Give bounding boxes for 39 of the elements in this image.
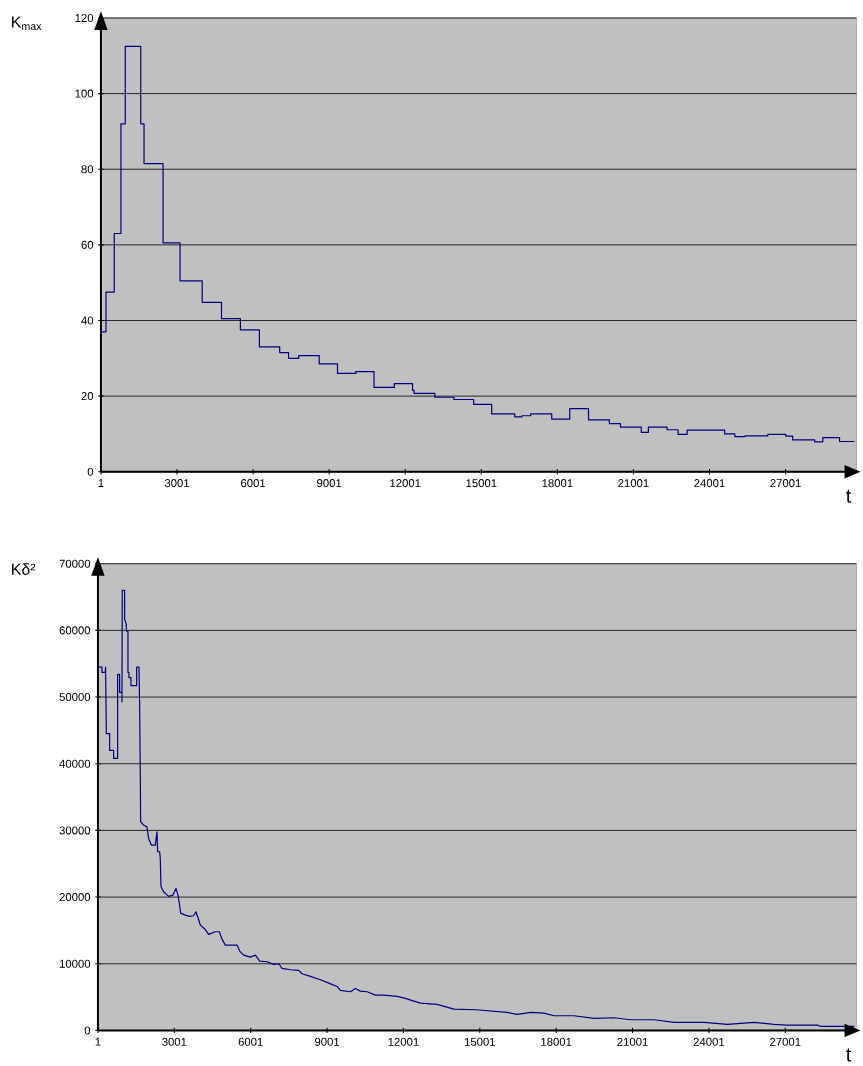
x-tick-label: 24001	[693, 1037, 725, 1046]
y-tick-label: 0	[87, 467, 94, 476]
x-tick-label: 15001	[465, 1037, 496, 1046]
x-tick-label: 24001	[694, 479, 725, 488]
y-tick-label: 30000	[59, 826, 91, 835]
y-tick-label: 60000	[59, 626, 91, 635]
x-axis-title: t	[846, 1048, 852, 1062]
y-axis-title: K$_{max}$	[12, 16, 42, 31]
y-tick-label: 20000	[59, 893, 91, 902]
x-tick-label: 9001	[317, 479, 342, 488]
y-tick-label: 0	[84, 1026, 91, 1035]
x-tick-label: 21001	[618, 479, 649, 488]
y-tick-label: 20	[81, 392, 94, 401]
y-tick-label: 10000	[60, 959, 91, 968]
y-tick-label: 50000	[59, 693, 91, 702]
x-tick-label: 3001	[165, 479, 190, 488]
y-tick-label: 60	[81, 240, 94, 249]
y-axis-title: Kδ²	[12, 563, 36, 575]
y-tick-label: 40	[81, 316, 94, 325]
y-tick-label: 40000	[59, 759, 91, 768]
x-axis-title: t	[846, 489, 852, 503]
x-tick-label: 18001	[541, 1037, 572, 1046]
x-tick-label: 21001	[617, 1037, 648, 1046]
x-tick-label: 1	[95, 1037, 101, 1046]
x-tick-label: 6001	[241, 479, 266, 488]
y-tick-label: 100	[75, 89, 94, 98]
x-tick-label: 1	[98, 479, 104, 487]
y-tick-label: 70000	[59, 559, 91, 568]
y-tick-label: 120	[75, 13, 94, 22]
x-tick-label: 12001	[390, 479, 421, 488]
x-tick-label: 18001	[542, 479, 573, 488]
x-tick-label: 6001	[238, 1037, 263, 1046]
x-tick-label: 27001	[770, 479, 801, 488]
x-tick-label: 15001	[466, 479, 497, 488]
x-tick-label: 12001	[388, 1037, 419, 1046]
x-tick-label: 9001	[315, 1037, 340, 1046]
x-tick-label: 27001	[770, 1037, 801, 1046]
y-tick-label: 80	[81, 165, 94, 174]
x-tick-label: 3001	[162, 1037, 187, 1046]
